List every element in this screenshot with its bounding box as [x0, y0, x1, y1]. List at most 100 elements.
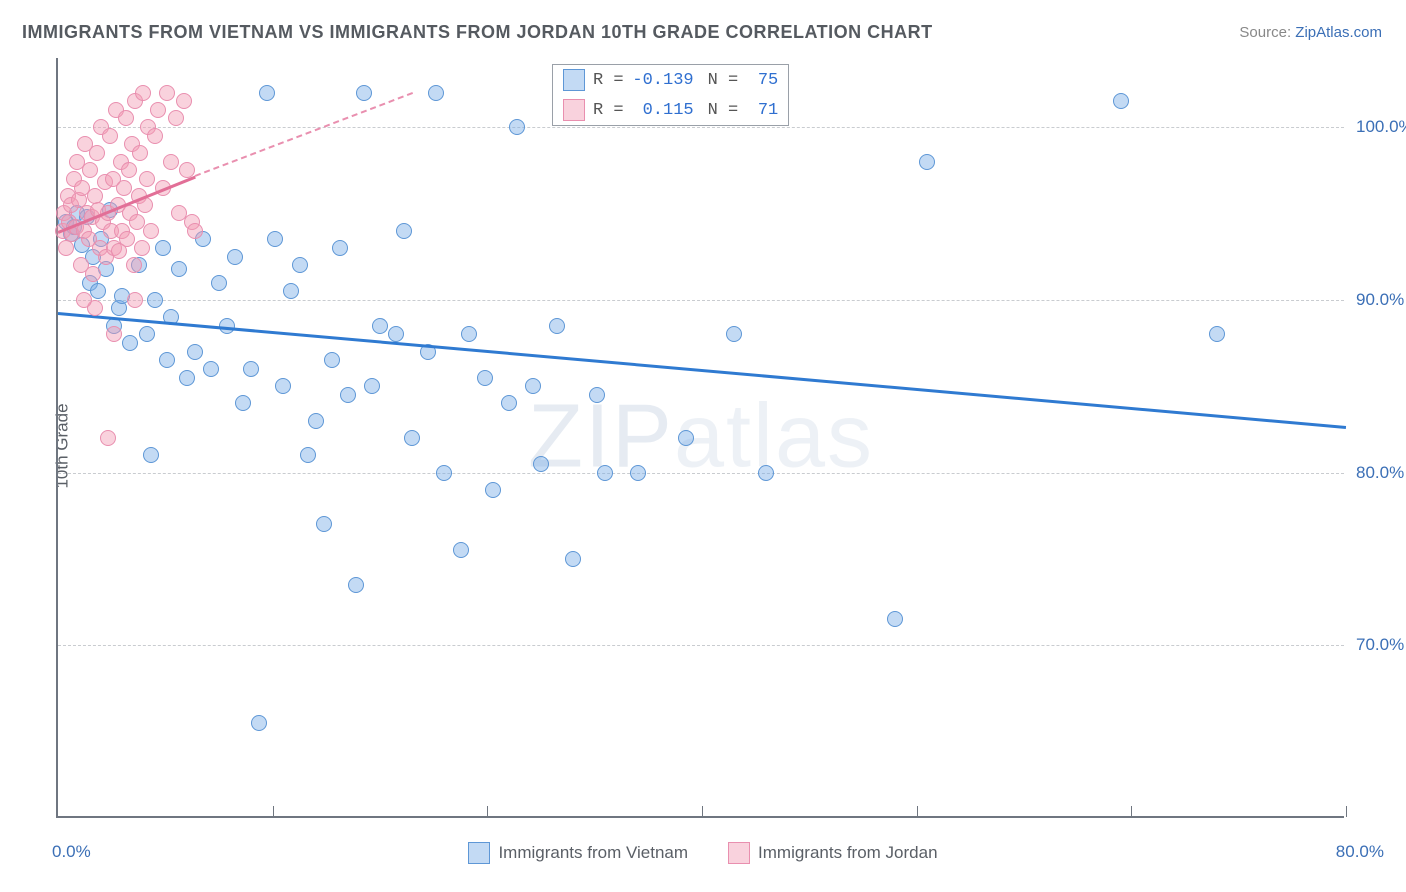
- data-point: [163, 154, 179, 170]
- data-point: [211, 275, 227, 291]
- data-point: [501, 395, 517, 411]
- data-point: [348, 577, 364, 593]
- data-point: [364, 378, 380, 394]
- data-point: [147, 292, 163, 308]
- data-point: [597, 465, 613, 481]
- legend-stats-row: R = 0.115 N = 71: [553, 95, 788, 125]
- data-point: [147, 128, 163, 144]
- data-point: [135, 85, 151, 101]
- data-point: [179, 370, 195, 386]
- data-point: [121, 162, 137, 178]
- y-tick-label: 80.0%: [1356, 463, 1404, 483]
- data-point: [187, 344, 203, 360]
- data-point: [340, 387, 356, 403]
- data-point: [85, 266, 101, 282]
- data-point: [533, 456, 549, 472]
- legend-swatch: [563, 69, 585, 91]
- data-point: [678, 430, 694, 446]
- grid-line-v: [1346, 806, 1347, 817]
- data-point: [143, 447, 159, 463]
- data-point: [132, 145, 148, 161]
- legend-swatch-jordan: [728, 842, 750, 864]
- data-point: [477, 370, 493, 386]
- trend-line-dashed: [194, 93, 412, 178]
- data-point: [758, 465, 774, 481]
- data-point: [235, 395, 251, 411]
- data-point: [171, 261, 187, 277]
- data-point: [243, 361, 259, 377]
- data-point: [89, 145, 105, 161]
- stat-value-r: -0.139: [632, 71, 694, 90]
- data-point: [267, 231, 283, 247]
- grid-line-v: [917, 806, 918, 817]
- legend-stats-row: R = -0.139 N = 75: [553, 65, 788, 95]
- data-point: [1209, 326, 1225, 342]
- data-point: [159, 85, 175, 101]
- data-point: [102, 128, 118, 144]
- data-point: [134, 240, 150, 256]
- data-point: [139, 171, 155, 187]
- data-point: [356, 85, 372, 101]
- data-point: [100, 430, 116, 446]
- stat-label-n: N =: [708, 101, 739, 120]
- data-point: [119, 231, 135, 247]
- data-point: [76, 292, 92, 308]
- data-point: [203, 361, 219, 377]
- chart-title: IMMIGRANTS FROM VIETNAM VS IMMIGRANTS FR…: [22, 22, 933, 43]
- legend-label-vietnam: Immigrants from Vietnam: [498, 843, 688, 863]
- stat-label-r: R =: [593, 101, 624, 120]
- data-point: [259, 85, 275, 101]
- data-point: [589, 387, 605, 403]
- bottom-legend: Immigrants from Vietnam Immigrants from …: [0, 842, 1406, 864]
- data-point: [404, 430, 420, 446]
- stat-value-n: 75: [746, 71, 778, 90]
- data-point: [251, 715, 267, 731]
- data-point: [90, 283, 106, 299]
- data-point: [168, 110, 184, 126]
- legend-item-jordan: Immigrants from Jordan: [728, 842, 938, 864]
- data-point: [372, 318, 388, 334]
- data-point: [525, 378, 541, 394]
- y-tick-label: 90.0%: [1356, 290, 1404, 310]
- data-point: [565, 551, 581, 567]
- data-point: [396, 223, 412, 239]
- data-point: [485, 482, 501, 498]
- data-point: [453, 542, 469, 558]
- data-point: [308, 413, 324, 429]
- data-point: [118, 110, 134, 126]
- data-point: [106, 326, 122, 342]
- stat-value-r: 0.115: [632, 101, 694, 120]
- legend-swatch: [563, 99, 585, 121]
- data-point: [509, 119, 525, 135]
- legend-stats-box: R = -0.139 N = 75 R = 0.115 N = 71: [552, 64, 789, 126]
- data-point: [116, 180, 132, 196]
- data-point: [127, 292, 143, 308]
- data-point: [159, 352, 175, 368]
- data-point: [436, 465, 452, 481]
- source-label: Source: ZipAtlas.com: [1239, 24, 1382, 41]
- stat-value-n: 71: [746, 101, 778, 120]
- legend-item-vietnam: Immigrants from Vietnam: [468, 842, 688, 864]
- data-point: [292, 257, 308, 273]
- data-point: [630, 465, 646, 481]
- data-point: [187, 223, 203, 239]
- grid-line-v: [1131, 806, 1132, 817]
- grid-line-v: [487, 806, 488, 817]
- legend-label-jordan: Immigrants from Jordan: [758, 843, 938, 863]
- data-point: [176, 93, 192, 109]
- grid-line-v: [702, 806, 703, 817]
- data-point: [139, 326, 155, 342]
- data-point: [919, 154, 935, 170]
- stat-label-r: R =: [593, 71, 624, 90]
- plot-area: ZIPatlas R =-0.139N =75R =0.115N =71: [56, 58, 1344, 818]
- data-point: [316, 516, 332, 532]
- data-point: [428, 85, 444, 101]
- stat-label-n: N =: [708, 71, 739, 90]
- data-point: [82, 162, 98, 178]
- source-link[interactable]: ZipAtlas.com: [1295, 24, 1382, 41]
- source-prefix: Source:: [1239, 24, 1295, 41]
- data-point: [549, 318, 565, 334]
- legend-swatch-vietnam: [468, 842, 490, 864]
- data-point: [150, 102, 166, 118]
- data-point: [275, 378, 291, 394]
